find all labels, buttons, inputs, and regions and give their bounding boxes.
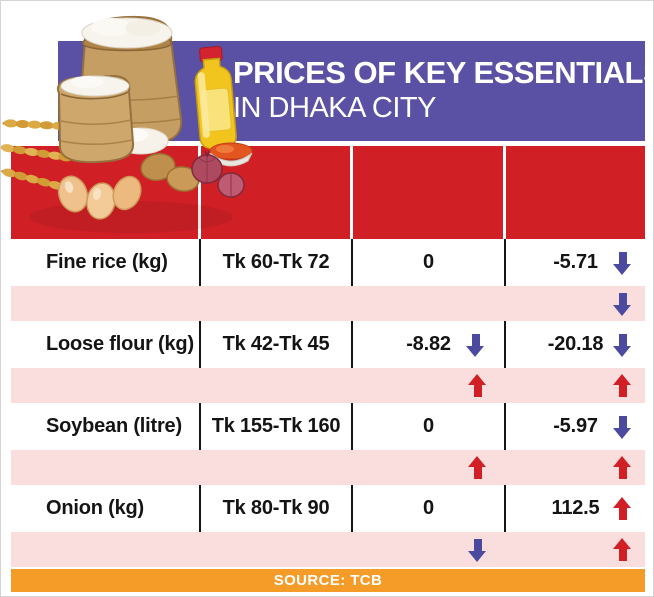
source-label: SOURCE: TCB <box>273 572 383 589</box>
table-row: Loose flour (kg) Tk 42-Tk 45 -8.82 -20.1… <box>11 321 645 368</box>
item-cell: Fine rice (kg) <box>11 239 201 286</box>
yearly-value: -5.97 <box>553 415 598 437</box>
empty-cell <box>201 286 353 321</box>
monthly-change-cell: 0 <box>353 239 506 286</box>
spacer-row <box>11 532 645 567</box>
price-cell: Tk 155-Tk 160 <box>201 403 353 450</box>
item-label: Onion (kg) <box>46 497 144 519</box>
item-label: Loose flour (kg) <box>46 333 194 355</box>
yearly-change-cell: -5.71 <box>506 239 645 286</box>
spacer-monthly-cell <box>353 450 506 485</box>
header-cell-yearly <box>506 146 645 239</box>
monthly-trend-arrow-icon <box>468 373 487 398</box>
price-label: Tk 60-Tk 72 <box>222 251 330 273</box>
table-row: Soybean (litre) Tk 155-Tk 160 0 -5.97 <box>11 403 645 450</box>
price-label: Tk 42-Tk 45 <box>222 333 330 355</box>
spacer-monthly-cell <box>353 532 506 567</box>
monthly-change-cell: 0 <box>353 485 506 532</box>
source-bar: SOURCE: TCB <box>11 569 645 592</box>
item-cell: Loose flour (kg) <box>11 321 201 368</box>
yearly-trend-arrow-icon <box>613 292 632 316</box>
yearly-trend-arrow-icon <box>613 333 632 357</box>
monthly-trend-arrow-icon <box>468 292 487 316</box>
spacer-row <box>11 286 645 321</box>
empty-cell <box>201 532 353 567</box>
yearly-trend-arrow-icon <box>613 496 632 521</box>
item-cell: Onion (kg) <box>11 485 201 532</box>
spacer-yearly-cell <box>506 532 645 567</box>
empty-cell <box>11 532 201 567</box>
spacer-monthly-cell <box>353 368 506 403</box>
item-label: Fine rice (kg) <box>46 251 168 273</box>
price-cell: Tk 42-Tk 45 <box>201 321 353 368</box>
price-label: Tk 155-Tk 160 <box>211 415 341 437</box>
eggs-icon <box>57 175 142 220</box>
monthly-change-cell: 0 <box>353 403 506 450</box>
empty-cell <box>11 286 201 321</box>
onions-icon <box>191 150 245 198</box>
yearly-value: -20.18 <box>547 333 604 355</box>
potatoes-icon <box>140 153 200 192</box>
empty-cell <box>11 368 201 403</box>
yearly-value: 112.5 <box>551 497 600 519</box>
header-cell-item <box>11 146 201 239</box>
yearly-trend-arrow-icon <box>613 373 632 398</box>
price-table: Fine rice (kg) Tk 60-Tk 72 0 -5.71 Loose <box>11 239 645 567</box>
table-row: Onion (kg) Tk 80-Tk 90 0 112.5 <box>11 485 645 532</box>
monthly-trend-arrow-icon <box>466 497 485 521</box>
yearly-change-cell: -20.18 <box>506 321 645 368</box>
monthly-trend-arrow-icon <box>466 251 485 275</box>
monthly-value: 0 <box>423 415 434 437</box>
monthly-trend-arrow-icon <box>468 538 487 562</box>
item-cell: Soybean (litre) <box>11 403 201 450</box>
spacer-yearly-cell <box>506 450 645 485</box>
empty-cell <box>201 450 353 485</box>
yearly-change-cell: 112.5 <box>506 485 645 532</box>
yearly-change-cell: -5.97 <box>506 403 645 450</box>
empty-cell <box>201 368 353 403</box>
monthly-value: 0 <box>423 251 434 273</box>
monthly-change-cell: -8.82 <box>353 321 506 368</box>
yearly-trend-arrow-icon <box>613 455 632 480</box>
yearly-value: -5.71 <box>553 251 598 273</box>
yearly-trend-arrow-icon <box>613 251 632 275</box>
yearly-trend-arrow-icon <box>613 537 632 562</box>
wheat-stalks-icon <box>1 119 83 191</box>
header-cell-monthly <box>353 146 506 239</box>
monthly-value: 0 <box>423 497 434 519</box>
spacer-row <box>11 450 645 485</box>
page-title: PRICES OF KEY ESSENTIALS <box>233 54 654 90</box>
food-collage <box>1 15 253 233</box>
oil-bottle-icon <box>194 45 237 150</box>
spacer-yearly-cell <box>506 286 645 321</box>
monthly-trend-arrow-icon <box>466 333 485 357</box>
price-cell: Tk 60-Tk 72 <box>201 239 353 286</box>
spacer-monthly-cell <box>353 286 506 321</box>
header-cell-price <box>201 146 353 239</box>
item-label: Soybean (litre) <box>46 415 182 437</box>
spacer-yearly-cell <box>506 368 645 403</box>
monthly-trend-arrow-icon <box>466 415 485 439</box>
price-cell: Tk 80-Tk 90 <box>201 485 353 532</box>
monthly-value: -8.82 <box>406 333 451 355</box>
table-row: Fine rice (kg) Tk 60-Tk 72 0 -5.71 <box>11 239 645 286</box>
rice-bag-icon <box>57 74 135 164</box>
empty-cell <box>11 450 201 485</box>
yearly-trend-arrow-icon <box>613 415 632 439</box>
spacer-row <box>11 368 645 403</box>
price-label: Tk 80-Tk 90 <box>222 497 330 519</box>
page-subtitle: IN DHAKA CITY <box>233 92 437 125</box>
monthly-trend-arrow-icon <box>468 455 487 480</box>
